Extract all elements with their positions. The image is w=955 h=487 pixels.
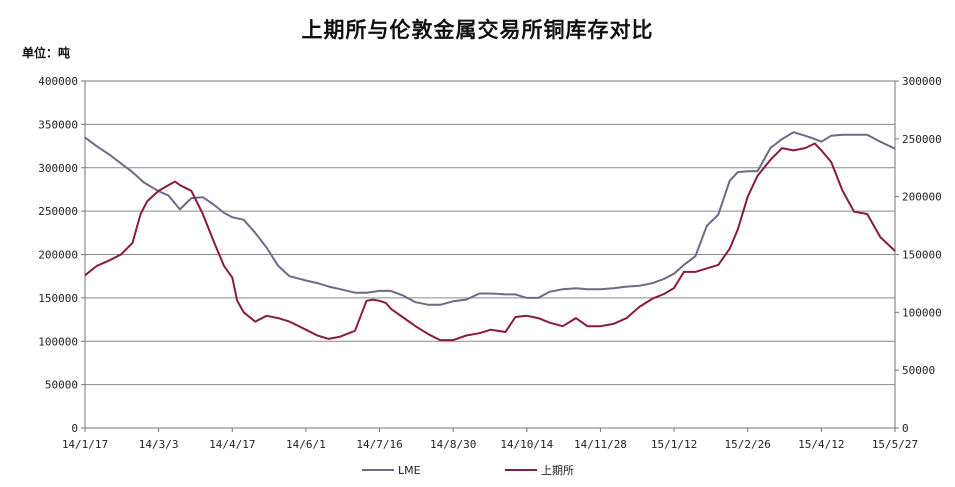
right-tick-label: 0 (902, 422, 909, 435)
left-tick-label: 100000 (38, 335, 78, 348)
x-tick-label: 14/1/17 (62, 438, 108, 451)
unit-label: 单位：吨 (22, 46, 71, 60)
gridlines (85, 123, 895, 386)
x-tick-label: 14/7/16 (356, 438, 402, 451)
right-tick-label: 100000 (902, 306, 942, 319)
legend-label-1: LME (398, 464, 421, 477)
x-tick-label: 15/5/27 (872, 438, 918, 451)
left-tick-label: 0 (71, 422, 78, 435)
x-axis-ticks: 14/1/17 14/3/3 14/4/17 14/6/1 14/7/16 14/8/30… (62, 428, 918, 451)
series-lines (84, 131, 896, 342)
right-tick-label: 50000 (902, 364, 935, 377)
x-tick-label: 14/4/17 (209, 438, 255, 451)
series-line-1 (84, 131, 896, 306)
left-tick-label: 250000 (38, 205, 78, 218)
x-tick-label: 14/10/14 (500, 438, 553, 451)
left-tick-label: 200000 (38, 249, 78, 262)
series-line-2 (84, 142, 896, 342)
x-tick-label: 14/6/1 (286, 438, 326, 451)
left-tick-label: 300000 (38, 162, 78, 175)
right-tick-label: 300000 (902, 75, 942, 88)
right-tick-label: 150000 (902, 249, 942, 262)
chart-title: 上期所与伦敦金属交易所铜库存对比 (301, 18, 654, 42)
x-tick-label: 15/1/12 (651, 438, 697, 451)
left-tick-label: 150000 (38, 292, 78, 305)
left-tick-label: 400000 (38, 75, 78, 88)
x-tick-label: 14/3/3 (139, 438, 179, 451)
left-axis-ticks: 0 50000 100000 150000 200000 250000 300000 3500… (38, 75, 85, 435)
left-tick-label: 50000 (45, 379, 78, 392)
x-tick-label: 15/4/12 (798, 438, 844, 451)
x-tick-label: 14/11/28 (574, 438, 627, 451)
x-tick-label: 14/8/30 (430, 438, 476, 451)
right-tick-label: 250000 (902, 133, 942, 146)
x-tick-label: 15/2/26 (725, 438, 771, 451)
right-tick-label: 200000 (902, 191, 942, 204)
legend-label-2: 上期所 (541, 464, 574, 477)
left-tick-label: 350000 (38, 118, 78, 131)
legend: LME 上期所 (362, 464, 574, 477)
right-axis-ticks: 0 50000 100000 150000 200000 250000 300000 (895, 75, 942, 435)
